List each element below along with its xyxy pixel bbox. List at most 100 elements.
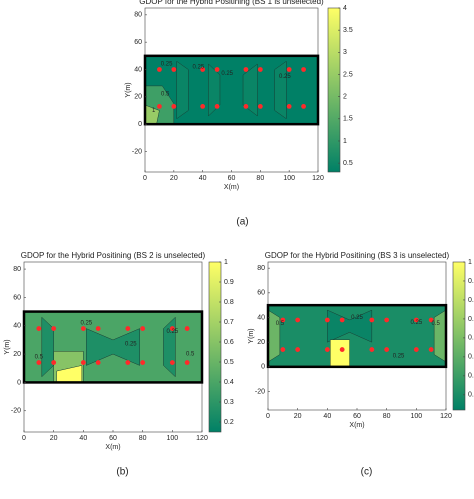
x-tick-label: 60: [109, 435, 117, 442]
contour-label: 0.25: [351, 315, 363, 321]
base-station: [428, 317, 434, 323]
y-axis-label: Y(m): [248, 328, 255, 343]
colorbar: [452, 261, 466, 411]
contour-label: 0.25: [221, 71, 233, 77]
chart-title: GDOP for the Hybrid Positining (BS 1 is …: [139, 0, 324, 6]
colorbar-tick-label: 0.8: [468, 297, 474, 304]
base-station: [428, 347, 434, 352]
x-tick-label: 120: [196, 435, 208, 442]
contour-region: [274, 60, 287, 120]
contour-region: [267, 309, 281, 363]
base-station: [413, 347, 419, 352]
colorbar-tick-label: 0.4: [224, 379, 234, 386]
y-tick-label: 20: [13, 351, 21, 358]
colorbar-tick-label: 1.5: [343, 116, 353, 123]
contour-label: 0.25: [166, 329, 178, 335]
base-station: [36, 360, 42, 365]
x-axis-label: X(m): [349, 422, 364, 429]
contour-region: [330, 339, 350, 368]
base-station: [51, 326, 57, 331]
y-tick-label: 20: [134, 94, 142, 101]
base-station: [243, 67, 249, 72]
base-station: [324, 317, 330, 323]
y-tick-label: 60: [13, 294, 21, 301]
x-tick-label: 0: [143, 175, 147, 182]
x-tick-label: 80: [256, 175, 264, 182]
base-station: [301, 104, 306, 109]
base-station: [80, 360, 86, 365]
colorbar-tick-label: 0.5: [224, 359, 234, 366]
contour-label: 0.25: [410, 320, 422, 326]
base-station: [184, 326, 190, 331]
base-station: [286, 104, 292, 109]
contour-label: 0.5: [276, 321, 285, 327]
base-station: [384, 317, 390, 323]
colorbar-tick-label: 0.9: [468, 278, 474, 285]
base-station: [214, 104, 220, 109]
y-tick-label: -20: [132, 148, 142, 155]
base-station: [140, 326, 146, 331]
colorbar-tick-label: 0.5: [343, 160, 353, 167]
x-tick-label: 60: [353, 413, 361, 420]
colorbar-tick-label: 3.5: [343, 27, 353, 34]
base-station: [95, 326, 101, 331]
x-tick-label: 40: [79, 435, 87, 442]
colorbar: [327, 7, 341, 173]
y-tick-label: 80: [13, 266, 21, 273]
x-tick-label: 120: [312, 175, 324, 182]
colorbar-tick-label: 0.7: [224, 319, 234, 326]
panel-caption: (a): [236, 217, 248, 228]
base-station: [339, 347, 345, 352]
colorbar-tick-label: 3: [343, 49, 347, 56]
colorbar-tick-label: 1: [224, 259, 228, 266]
base-station: [301, 67, 306, 72]
base-station: [280, 347, 286, 352]
base-station: [384, 347, 390, 352]
contour-region: [176, 60, 189, 120]
contour-label: 0.25: [192, 64, 204, 70]
contour-label: 1: [152, 108, 156, 114]
base-station: [184, 360, 190, 365]
building-outline: [143, 54, 320, 126]
colorbar-tick-label: 0.6: [224, 339, 234, 346]
y-tick-label: 60: [257, 290, 265, 297]
colorbar-tick-label: 0.3: [224, 399, 234, 406]
chart-title: GDOP for the Hybrid Positining (BS 3 is …: [265, 251, 450, 260]
base-station: [171, 104, 177, 109]
contour-label: 0.25: [80, 320, 92, 326]
x-tick-label: 20: [170, 175, 178, 182]
y-tick-label: -20: [11, 408, 21, 415]
x-axis-label: X(m): [224, 184, 239, 191]
base-station: [257, 67, 263, 72]
y-tick-label: 0: [261, 364, 265, 371]
colorbar-tick-label: 0.2: [224, 419, 234, 426]
x-tick-label: 40: [323, 413, 331, 420]
colorbar-tick-label: 0.5: [468, 354, 474, 361]
y-tick-label: 0: [17, 379, 21, 386]
y-tick-label: 80: [257, 265, 265, 272]
base-station: [324, 347, 330, 352]
x-tick-label: 60: [228, 175, 236, 182]
base-station: [171, 67, 177, 72]
colorbar-tick-label: 0.7: [468, 316, 474, 323]
y-tick-label: 80: [134, 12, 142, 19]
base-station: [157, 67, 162, 72]
base-station: [257, 104, 263, 109]
y-axis-label: Y(m): [125, 82, 132, 97]
y-tick-label: 0: [138, 121, 142, 128]
x-tick-label: 20: [50, 435, 58, 442]
base-station: [200, 104, 206, 109]
x-tick-label: 40: [199, 175, 207, 182]
x-tick-label: 100: [410, 413, 422, 420]
y-tick-label: 20: [257, 339, 265, 346]
base-station: [413, 317, 419, 323]
base-station: [80, 326, 86, 331]
contour-region: [208, 63, 221, 117]
building-outline: [266, 303, 448, 369]
base-station: [51, 360, 57, 365]
base-station: [95, 360, 101, 365]
base-station: [140, 360, 146, 365]
y-axis-label: Y(m): [4, 339, 11, 354]
y-tick-label: 40: [134, 66, 142, 73]
x-tick-label: 20: [294, 413, 302, 420]
